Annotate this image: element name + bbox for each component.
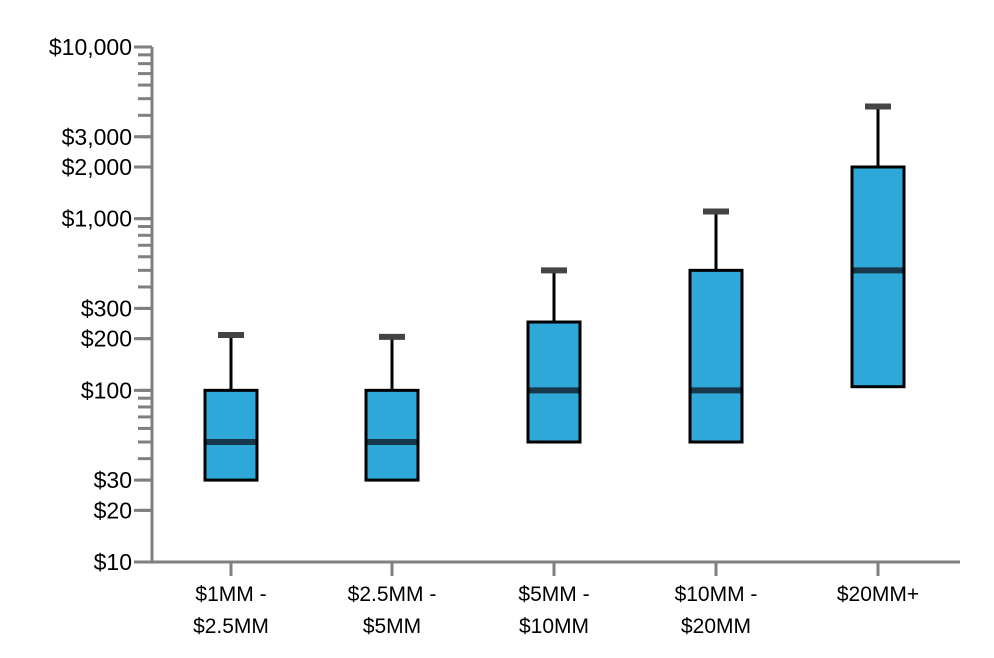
x-tick-label: $2.5MM - — [348, 583, 437, 606]
y-tick-label: $1,000 — [62, 206, 132, 232]
x-tick-label-line2: $10MM — [519, 615, 589, 638]
box-3 — [526, 267, 582, 444]
x-tick-label: $10MM - — [675, 583, 758, 606]
box-iqr — [850, 165, 906, 389]
y-tick-label: $200 — [81, 326, 132, 352]
x-axis: $1MM - $2.5MM $2.5MM - $5MM $5MM - $10MM $10MM… — [138, 560, 960, 638]
x-tick-label-line2: $2.5MM — [193, 615, 269, 638]
box-4 — [688, 208, 744, 444]
y-tick-label: $300 — [81, 295, 132, 321]
x-tick-label: $1MM - — [195, 583, 266, 606]
box-1 — [203, 332, 259, 482]
y-tick-label: $10,000 — [49, 34, 132, 60]
x-tick-label: $5MM - — [518, 583, 589, 606]
box-iqr — [203, 388, 259, 482]
y-tick-label: $100 — [81, 377, 132, 403]
y-tick-label: $20 — [94, 497, 132, 523]
box-iqr — [364, 388, 420, 482]
x-tick-label-line2: $5MM — [363, 615, 421, 638]
box-iqr — [526, 320, 582, 444]
box-2 — [364, 333, 420, 482]
y-tick-label: $2,000 — [62, 154, 132, 180]
y-tick-label: $30 — [94, 467, 132, 493]
x-tick-label: $20MM+ — [837, 583, 919, 606]
y-tick-label: $10 — [94, 549, 132, 575]
y-axis: $10 $20 $30 $100 $200 $300 $1,000 $2,000 $3,000 $… — [49, 34, 154, 575]
box-iqr — [688, 268, 744, 444]
box-5 — [850, 103, 906, 389]
y-tick-label: $3,000 — [62, 124, 132, 150]
boxes — [203, 103, 906, 482]
x-tick-label-line2: $20MM — [681, 615, 751, 638]
